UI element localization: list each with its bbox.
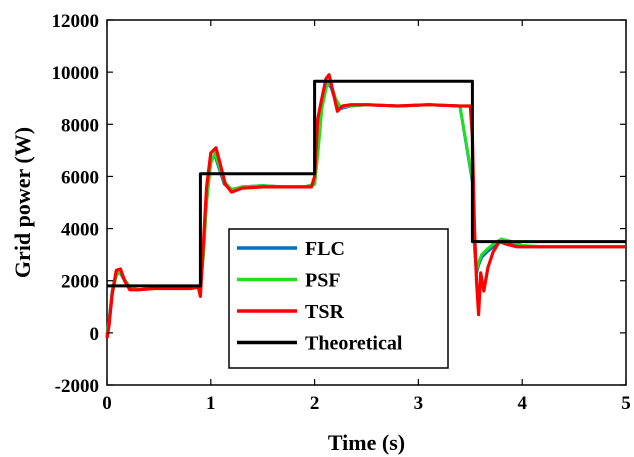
y-tick-label: 0: [90, 324, 100, 345]
legend-entry-theoretical: Theoretical: [237, 333, 403, 355]
y-tick-label: 6000: [61, 167, 99, 188]
y-axis-label: Grid power (W): [10, 127, 35, 278]
plot-frame: [106, 19, 627, 386]
legend-entry-flc: FLC: [237, 238, 345, 260]
legend-label: Theoretical: [305, 333, 403, 355]
series-layer: [105, 73, 626, 339]
legend-label: TSR: [305, 301, 344, 323]
y-tick-label: 10000: [52, 63, 100, 84]
series-line-tsr: [105, 73, 626, 339]
x-tick-label: 2: [310, 393, 320, 414]
legend-entry-tsr: TSR: [237, 301, 344, 323]
y-tick-label: 8000: [61, 115, 99, 136]
legend-label: PSF: [305, 270, 341, 292]
y-tick-label: -2000: [55, 376, 99, 397]
x-tick-label: 1: [206, 393, 216, 414]
legend-entry-psf: PSF: [237, 270, 341, 292]
legend-label: FLC: [305, 238, 345, 260]
x-tick-label: 0: [102, 393, 112, 414]
y-tick-label: 12000: [52, 11, 100, 32]
legend-entries: FLC PSF TSR Theoretical: [237, 238, 403, 355]
y-tick-label: 4000: [61, 220, 99, 241]
x-tick-label: 3: [414, 393, 424, 414]
legend: FLC PSF TSR Theoretical: [228, 228, 449, 369]
y-tick-label: 2000: [61, 272, 99, 293]
legend-box: [228, 228, 449, 369]
x-tick-label: 5: [621, 393, 631, 414]
series-line-theoretical: [107, 79, 626, 288]
x-tick-label: 4: [517, 393, 527, 414]
x-axis-label: Time (s): [328, 430, 405, 455]
